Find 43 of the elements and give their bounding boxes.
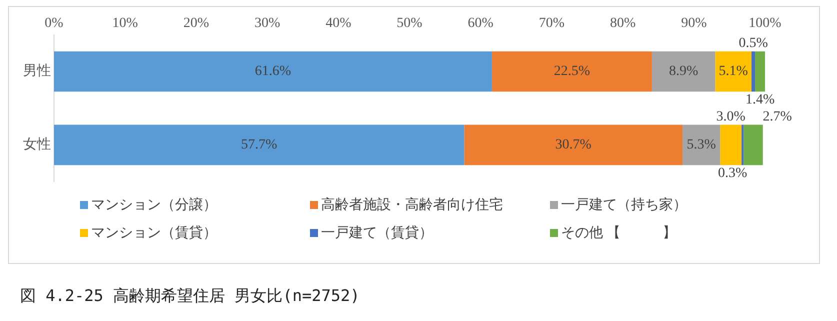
x-tick-label: 40% bbox=[326, 16, 352, 32]
x-tick-label: 60% bbox=[468, 16, 494, 32]
legend-label: その他 【 】 bbox=[561, 224, 676, 242]
bar bbox=[54, 51, 492, 92]
text: 図 4.2-25 高齢期希望住居 男女比(n=2752) bbox=[20, 286, 360, 307]
legend-label: マンション（賃貸） bbox=[91, 224, 217, 242]
legend-label: 一戸建て（持ち家） bbox=[561, 196, 687, 214]
legend-label: 一戸建て（賃貸） bbox=[321, 224, 433, 242]
y-tick-label: 女性 bbox=[23, 136, 51, 153]
x-tick-label: 0% bbox=[44, 16, 64, 32]
x-tick-label: 70% bbox=[538, 16, 565, 32]
bar bbox=[492, 51, 652, 92]
x-tick-label: 50% bbox=[396, 16, 423, 32]
data-label: 0.5% bbox=[738, 36, 768, 51]
bar bbox=[751, 51, 756, 92]
data-label: 5.1% bbox=[718, 64, 748, 80]
legend-label: マンション（分譲） bbox=[91, 196, 217, 214]
bar bbox=[682, 124, 720, 166]
x-tick-label: 80% bbox=[610, 16, 636, 32]
data-label: 5.3% bbox=[686, 138, 716, 153]
y-tick-label: 男性 bbox=[23, 63, 51, 80]
data-label: 3.0% bbox=[716, 109, 746, 124]
data-label: 57.7% bbox=[241, 138, 278, 153]
x-tick-label: 10% bbox=[112, 16, 138, 32]
bar bbox=[652, 51, 716, 92]
x-tick-label: 30% bbox=[254, 16, 280, 32]
bar bbox=[744, 124, 763, 166]
bar bbox=[715, 51, 752, 92]
x-tick-label: 100% bbox=[748, 16, 782, 32]
bar bbox=[54, 124, 464, 166]
data-label: 0.3% bbox=[718, 166, 748, 181]
data-label: 30.7% bbox=[555, 138, 592, 153]
legend-label: 高齢者施設・高齢者向け住宅 bbox=[321, 196, 503, 214]
data-label: 2.7% bbox=[762, 109, 792, 124]
x-tick-label: 90% bbox=[681, 16, 708, 32]
bar bbox=[720, 124, 742, 166]
bar bbox=[464, 124, 683, 166]
x-tick-label: 20% bbox=[183, 16, 210, 32]
data-label: 22.5% bbox=[554, 64, 590, 80]
data-label: 8.9% bbox=[669, 64, 699, 80]
data-label: 1.4% bbox=[745, 92, 775, 108]
bar bbox=[755, 51, 765, 92]
data-label: 61.6% bbox=[254, 64, 292, 80]
